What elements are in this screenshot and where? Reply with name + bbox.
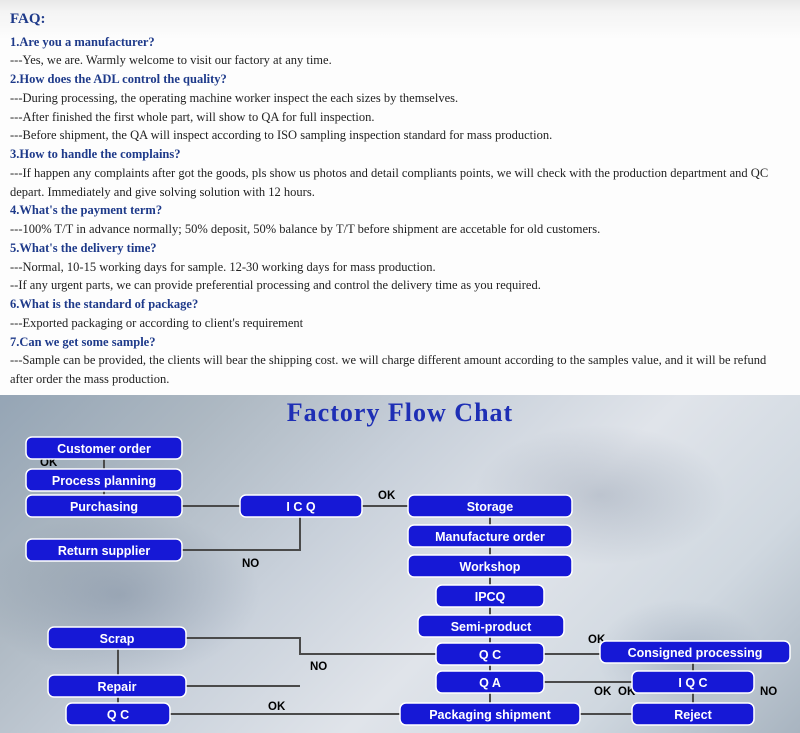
- flow-node-consigned: Consigned processing: [600, 641, 790, 663]
- svg-text:Repair: Repair: [98, 680, 137, 694]
- faq-answer: ---Before shipment, the QA will inspect …: [10, 126, 790, 145]
- flow-edge-label: OK: [594, 686, 612, 698]
- faq-question: 5.What's the delivery time?: [10, 239, 790, 258]
- flowchart-section: Factory Flow Chat OKNOOKNOOKOKOKOKNOCust…: [0, 395, 800, 733]
- svg-text:Q C: Q C: [479, 648, 501, 662]
- flow-edge-label: NO: [760, 686, 777, 698]
- svg-text:IPCQ: IPCQ: [475, 590, 506, 604]
- flow-node-qc1: Q C: [436, 643, 544, 665]
- svg-text:Workshop: Workshop: [460, 560, 521, 574]
- faq-question: 4.What's the payment term?: [10, 201, 790, 220]
- flow-node-qc2: Q C: [66, 703, 170, 725]
- svg-text:Semi-product: Semi-product: [451, 620, 532, 634]
- flow-edge: [186, 638, 436, 654]
- faq-answer: ---During processing, the operating mach…: [10, 89, 790, 108]
- faq-question: 7.Can we get some sample?: [10, 333, 790, 352]
- flow-node-qa: Q A: [436, 671, 544, 693]
- flow-node-semi_product: Semi-product: [418, 615, 564, 637]
- svg-text:Return supplier: Return supplier: [58, 544, 151, 558]
- flow-node-customer_order: Customer order: [26, 437, 182, 459]
- svg-text:I C Q: I C Q: [286, 500, 315, 514]
- flow-node-purchasing: Purchasing: [26, 495, 182, 517]
- flow-node-manufacture_order: Manufacture order: [408, 525, 572, 547]
- faq-answer: ---After finished the first whole part, …: [10, 108, 790, 127]
- svg-text:Consigned processing: Consigned processing: [628, 646, 763, 660]
- faq-question: 6.What is the standard of package?: [10, 295, 790, 314]
- flow-edge-label: OK: [378, 490, 396, 502]
- svg-text:Reject: Reject: [674, 708, 712, 722]
- svg-text:Q C: Q C: [107, 708, 129, 722]
- flow-node-ipcq: IPCQ: [436, 585, 544, 607]
- svg-text:Purchasing: Purchasing: [70, 500, 138, 514]
- svg-text:Process planning: Process planning: [52, 474, 156, 488]
- faq-question: 1.Are you a manufacturer?: [10, 33, 790, 52]
- faq-title: FAQ:: [10, 8, 790, 31]
- flow-node-scrap: Scrap: [48, 627, 186, 649]
- faq-answer: ---100% T/T in advance normally; 50% dep…: [10, 220, 790, 239]
- flow-node-process_planning: Process planning: [26, 469, 182, 491]
- flow-node-repair: Repair: [48, 675, 186, 697]
- faq-answer: --If any urgent parts, we can provide pr…: [10, 276, 790, 295]
- faq-answer: ---Yes, we are. Warmly welcome to visit …: [10, 51, 790, 70]
- faq-answer: ---If happen any complaints after got th…: [10, 164, 790, 202]
- faq-body: 1.Are you a manufacturer?---Yes, we are.…: [10, 33, 790, 389]
- faq-section: FAQ: 1.Are you a manufacturer?---Yes, we…: [0, 0, 800, 395]
- faq-answer: ---Exported packaging or according to cl…: [10, 314, 790, 333]
- flow-edge-label: NO: [242, 558, 259, 570]
- svg-text:Q A: Q A: [479, 676, 501, 690]
- flow-node-return_supplier: Return supplier: [26, 539, 182, 561]
- flow-node-reject: Reject: [632, 703, 754, 725]
- flow-node-storage: Storage: [408, 495, 572, 517]
- flow-node-workshop: Workshop: [408, 555, 572, 577]
- svg-text:Packaging shipment: Packaging shipment: [429, 708, 551, 722]
- flow-node-icq: I C Q: [240, 495, 362, 517]
- flow-edge: [182, 517, 300, 550]
- flow-edge-label: NO: [310, 661, 327, 673]
- svg-text:Customer order: Customer order: [57, 442, 151, 456]
- faq-question: 3.How to handle the complains?: [10, 145, 790, 164]
- svg-text:I Q C: I Q C: [678, 676, 707, 690]
- svg-text:Storage: Storage: [467, 500, 514, 514]
- flow-node-iqc: I Q C: [632, 671, 754, 693]
- flow-edge-label: OK: [268, 701, 286, 713]
- svg-text:Manufacture order: Manufacture order: [435, 530, 545, 544]
- faq-answer: ---Sample can be provided, the clients w…: [10, 351, 790, 389]
- svg-text:Scrap: Scrap: [100, 632, 135, 646]
- faq-answer: ---Normal, 10-15 working days for sample…: [10, 258, 790, 277]
- flowchart-svg: OKNOOKNOOKOKOKOKNOCustomer orderProcess …: [0, 395, 800, 733]
- faq-question: 2.How does the ADL control the quality?: [10, 70, 790, 89]
- flow-node-packaging: Packaging shipment: [400, 703, 580, 725]
